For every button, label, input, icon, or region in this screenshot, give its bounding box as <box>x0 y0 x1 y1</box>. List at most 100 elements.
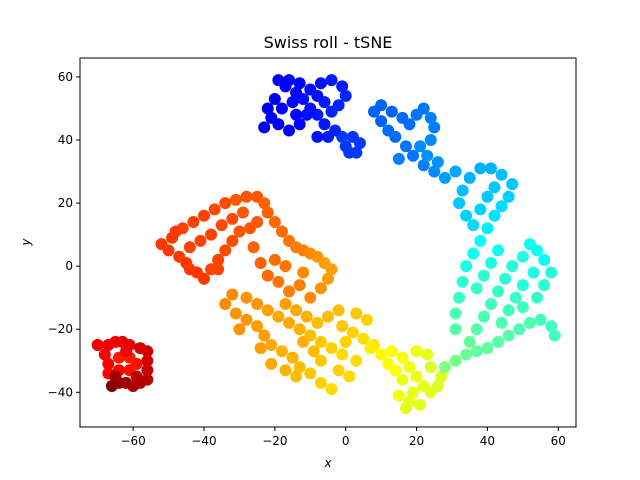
data-point <box>336 348 349 361</box>
data-point <box>290 108 303 121</box>
data-point <box>279 298 292 310</box>
y-tick-label: 60 <box>58 70 73 84</box>
data-point <box>346 130 359 143</box>
y-axis-label: y <box>19 238 33 247</box>
data-point <box>130 370 143 383</box>
data-point <box>226 234 239 247</box>
data-point <box>134 342 147 355</box>
points-layer <box>91 74 561 415</box>
data-point <box>283 74 296 87</box>
data-point <box>339 335 352 348</box>
data-point <box>314 282 327 295</box>
data-point <box>251 298 264 310</box>
data-point <box>300 108 313 121</box>
data-point <box>421 348 434 361</box>
x-tick-label: −20 <box>262 434 287 448</box>
data-point <box>325 105 338 118</box>
data-point <box>240 190 253 203</box>
data-point <box>293 77 306 90</box>
data-point <box>502 329 515 342</box>
data-point <box>527 266 540 279</box>
data-point <box>516 301 529 314</box>
data-point <box>247 241 260 254</box>
x-tick-label: 20 <box>409 434 424 448</box>
data-point <box>268 93 281 105</box>
data-point <box>258 121 271 134</box>
data-point <box>481 222 494 235</box>
data-point <box>474 162 487 175</box>
data-point <box>495 316 508 329</box>
x-axis-ticks: −60 −40 −20 0 20 40 60 <box>120 427 566 448</box>
data-point <box>290 370 303 383</box>
data-point <box>275 102 288 115</box>
data-point <box>492 285 505 298</box>
data-point <box>513 323 526 336</box>
data-point <box>431 380 444 392</box>
data-point <box>297 335 310 348</box>
data-point <box>346 326 359 339</box>
data-point <box>275 345 288 358</box>
data-point <box>265 111 278 124</box>
data-point <box>293 361 306 374</box>
data-point <box>226 212 239 225</box>
data-point <box>488 181 501 194</box>
data-point <box>325 263 338 276</box>
data-point <box>375 348 388 361</box>
data-point <box>332 364 345 377</box>
data-point <box>258 197 271 210</box>
data-point <box>516 279 529 292</box>
data-point <box>198 272 210 285</box>
data-point <box>385 105 398 118</box>
data-point <box>460 209 473 222</box>
data-point <box>449 323 462 336</box>
data-point <box>456 275 469 288</box>
data-point <box>219 244 232 257</box>
data-point <box>474 234 487 247</box>
data-point <box>350 354 363 367</box>
data-point <box>428 165 441 178</box>
data-point <box>417 102 430 115</box>
data-point <box>194 234 207 247</box>
data-point <box>272 310 285 323</box>
data-point <box>229 193 242 206</box>
data-point <box>502 190 515 203</box>
data-point <box>98 348 111 361</box>
data-point <box>208 203 221 216</box>
data-point <box>233 323 246 336</box>
data-point <box>477 310 490 323</box>
data-point <box>187 216 200 228</box>
data-point <box>534 313 547 326</box>
data-point <box>183 263 196 276</box>
data-point <box>463 335 476 348</box>
data-point <box>311 89 324 102</box>
data-point <box>314 335 327 348</box>
data-point <box>332 304 345 317</box>
data-point <box>240 313 253 326</box>
data-point <box>385 345 398 358</box>
data-point <box>102 339 115 351</box>
data-point <box>538 253 551 266</box>
data-point <box>449 307 462 320</box>
data-point <box>307 345 320 358</box>
data-point <box>283 285 296 298</box>
y-tick-label: −20 <box>48 322 73 336</box>
data-point <box>261 304 274 317</box>
data-point <box>382 357 395 370</box>
data-point <box>304 367 317 380</box>
data-point <box>286 96 299 109</box>
data-point <box>339 89 352 102</box>
data-point <box>414 398 427 411</box>
data-point <box>261 269 274 282</box>
data-point <box>336 80 349 93</box>
data-point <box>254 257 267 269</box>
data-point <box>360 313 373 326</box>
data-point <box>215 219 228 232</box>
data-point <box>272 275 285 288</box>
data-point <box>470 282 483 295</box>
y-tick-label: −40 <box>48 385 73 399</box>
data-point <box>470 345 483 358</box>
data-point <box>481 190 494 203</box>
data-point <box>325 74 338 87</box>
